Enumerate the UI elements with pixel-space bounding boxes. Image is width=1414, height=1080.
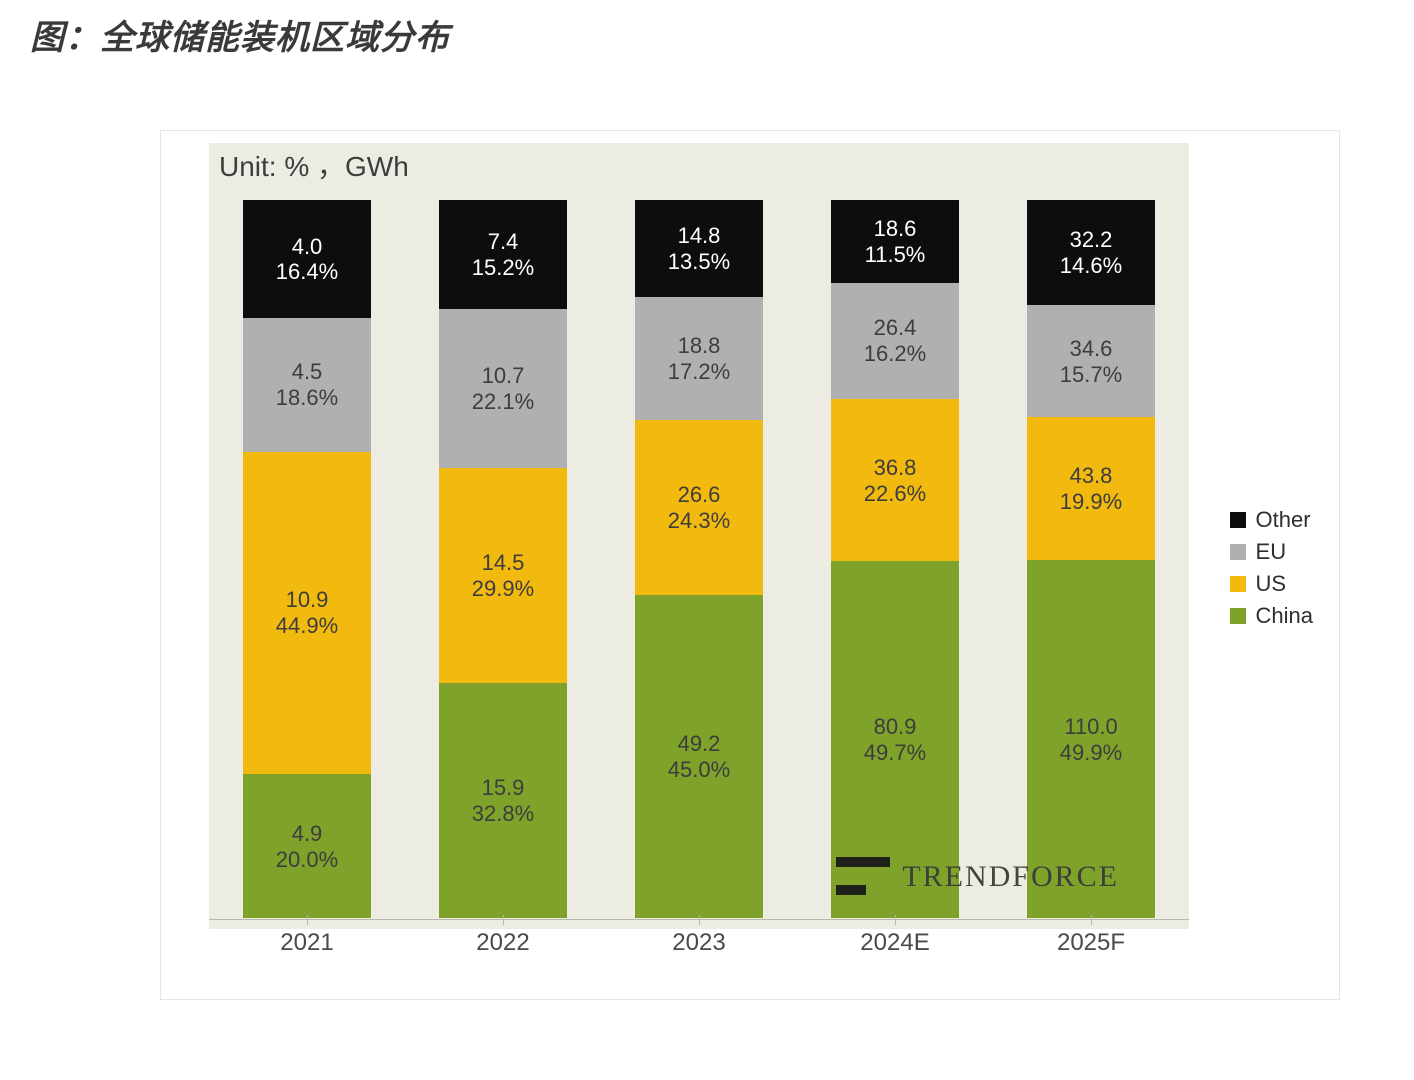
seg-value-gwh: 4.9 <box>292 821 323 847</box>
seg-value-pct: 22.6% <box>864 481 926 507</box>
seg-value-gwh: 7.4 <box>488 229 519 255</box>
seg-2021-other: 4.0 16.4% <box>243 200 371 318</box>
seg-value-gwh: 49.2 <box>678 731 721 757</box>
legend-item-other: Other <box>1230 507 1313 533</box>
seg-value-gwh: 10.7 <box>482 363 525 389</box>
legend-label: China <box>1256 603 1313 629</box>
x-tick: 2024E <box>831 929 959 957</box>
seg-2022-eu: 10.7 22.1% <box>439 309 567 468</box>
x-tick: 2021 <box>243 929 371 957</box>
seg-value-gwh: 36.8 <box>874 455 917 481</box>
seg-2023-eu: 18.8 17.2% <box>635 297 763 420</box>
seg-value-pct: 29.9% <box>472 576 534 602</box>
seg-value-pct: 16.4% <box>276 259 338 285</box>
legend-item-china: China <box>1230 603 1313 629</box>
seg-value-gwh: 14.8 <box>678 223 721 249</box>
chart-frame: Unit: % ，GWh 4.0 16.4% 4.5 18.6% 10.9 <box>160 130 1340 1000</box>
x-tick: 2025F <box>1027 929 1155 957</box>
unit-label: Unit: % ，GWh <box>219 145 409 185</box>
seg-value-gwh: 15.9 <box>482 775 525 801</box>
bar-2023: 14.8 13.5% 18.8 17.2% 26.6 24.3% 49.2 45… <box>634 199 764 919</box>
watermark: TRENDFORCE <box>836 855 1119 899</box>
bar-col-2024e: 18.6 11.5% 26.4 16.2% 36.8 22.6% 80.9 49… <box>830 201 960 919</box>
seg-value-pct: 24.3% <box>668 508 730 534</box>
seg-value-pct: 15.7% <box>1060 362 1122 388</box>
seg-value-pct: 45.0% <box>668 757 730 783</box>
seg-value-gwh: 26.6 <box>678 482 721 508</box>
seg-2025f-eu: 34.6 15.7% <box>1027 305 1155 418</box>
plot-area: Unit: % ，GWh 4.0 16.4% 4.5 18.6% 10.9 <box>209 143 1189 929</box>
seg-value-gwh: 43.8 <box>1070 463 1113 489</box>
seg-value-pct: 19.9% <box>1060 489 1122 515</box>
seg-value-gwh: 4.5 <box>292 359 323 385</box>
seg-value-pct: 22.1% <box>472 389 534 415</box>
seg-value-gwh: 34.6 <box>1070 336 1113 362</box>
seg-value-pct: 32.8% <box>472 801 534 827</box>
swatch-us <box>1230 576 1246 592</box>
seg-value-gwh: 110.0 <box>1064 714 1117 740</box>
seg-value-pct: 18.6% <box>276 385 338 411</box>
seg-value-pct: 49.9% <box>1060 740 1122 766</box>
seg-2025f-us: 43.8 19.9% <box>1027 417 1155 560</box>
seg-2023-china: 49.2 45.0% <box>635 595 763 918</box>
x-tick: 2023 <box>635 929 763 957</box>
watermark-text: TRENDFORCE <box>902 860 1119 894</box>
x-tick: 2022 <box>439 929 567 957</box>
bar-col-2023: 14.8 13.5% 18.8 17.2% 26.6 24.3% 49.2 45… <box>634 201 764 919</box>
seg-value-gwh: 18.8 <box>678 333 721 359</box>
seg-2023-us: 26.6 24.3% <box>635 420 763 594</box>
seg-2022-us: 14.5 29.9% <box>439 468 567 683</box>
seg-value-pct: 20.0% <box>276 847 338 873</box>
bar-col-2021: 4.0 16.4% 4.5 18.6% 10.9 44.9% 4.9 20.0% <box>242 201 372 919</box>
seg-value-pct: 16.2% <box>864 341 926 367</box>
seg-value-pct: 14.6% <box>1060 253 1122 279</box>
seg-value-pct: 15.2% <box>472 255 534 281</box>
x-axis: 2021 2022 2023 2024E 2025F <box>209 929 1189 979</box>
seg-value-pct: 13.5% <box>668 249 730 275</box>
bar-2024e: 18.6 11.5% 26.4 16.2% 36.8 22.6% 80.9 49… <box>830 199 960 919</box>
page-title: 图：全球储能装机区域分布 <box>30 10 450 59</box>
seg-value-gwh: 10.9 <box>286 587 329 613</box>
legend-item-eu: EU <box>1230 539 1313 565</box>
seg-2023-other: 14.8 13.5% <box>635 200 763 297</box>
seg-2025f-other: 32.2 14.6% <box>1027 200 1155 305</box>
seg-2021-eu: 4.5 18.6% <box>243 318 371 452</box>
bar-2025f: 32.2 14.6% 34.6 15.7% 43.8 19.9% 110.0 4… <box>1026 199 1156 919</box>
legend-label: EU <box>1256 539 1287 565</box>
seg-value-pct: 44.9% <box>276 613 338 639</box>
seg-2024e-eu: 26.4 16.2% <box>831 283 959 399</box>
seg-2021-us: 10.9 44.9% <box>243 452 371 775</box>
seg-value-gwh: 4.0 <box>292 234 323 260</box>
bar-2021: 4.0 16.4% 4.5 18.6% 10.9 44.9% 4.9 20.0% <box>242 199 372 919</box>
bars-row: 4.0 16.4% 4.5 18.6% 10.9 44.9% 4.9 20.0% <box>209 201 1189 919</box>
swatch-other <box>1230 512 1246 528</box>
bar-col-2025f: 32.2 14.6% 34.6 15.7% 43.8 19.9% 110.0 4… <box>1026 201 1156 919</box>
seg-2024e-us: 36.8 22.6% <box>831 399 959 561</box>
bar-col-2022: 7.4 15.2% 10.7 22.1% 14.5 29.9% 15.9 32.… <box>438 201 568 919</box>
seg-2022-other: 7.4 15.2% <box>439 200 567 309</box>
seg-value-gwh: 32.2 <box>1070 227 1113 253</box>
seg-value-gwh: 80.9 <box>874 714 917 740</box>
seg-value-gwh: 14.5 <box>482 550 525 576</box>
trendforce-logo-icon <box>836 855 890 899</box>
legend-label: Other <box>1256 507 1311 533</box>
seg-value-gwh: 18.6 <box>874 216 917 242</box>
seg-value-pct: 49.7% <box>864 740 926 766</box>
swatch-china <box>1230 608 1246 624</box>
seg-value-pct: 17.2% <box>668 359 730 385</box>
seg-value-gwh: 26.4 <box>874 315 917 341</box>
seg-2022-china: 15.9 32.8% <box>439 683 567 919</box>
seg-2024e-other: 18.6 11.5% <box>831 200 959 283</box>
legend-item-us: US <box>1230 571 1313 597</box>
bar-2022: 7.4 15.2% 10.7 22.1% 14.5 29.9% 15.9 32.… <box>438 199 568 919</box>
seg-2021-china: 4.9 20.0% <box>243 774 371 918</box>
legend: Other EU US China <box>1230 501 1313 635</box>
swatch-eu <box>1230 544 1246 560</box>
seg-value-pct: 11.5% <box>865 242 926 268</box>
legend-label: US <box>1256 571 1287 597</box>
